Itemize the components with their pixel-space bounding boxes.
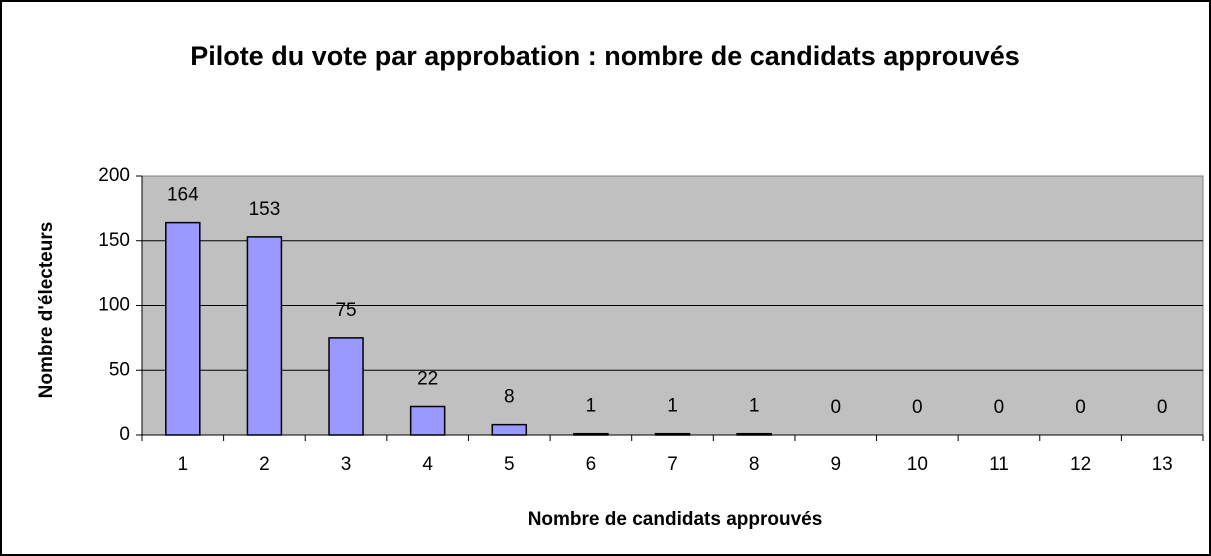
bar: [736, 432, 772, 436]
data-label: 0: [1075, 397, 1086, 418]
x-tick-label: 4: [422, 454, 433, 475]
x-tick-label: 5: [504, 454, 515, 475]
x-tick-label: 8: [749, 454, 760, 475]
x-tick-label: 10: [907, 454, 928, 475]
bar: [409, 405, 446, 436]
data-label: 0: [830, 397, 841, 418]
y-tick-label: 100: [98, 295, 130, 316]
data-label: 164: [167, 185, 199, 206]
data-label: 0: [912, 397, 923, 418]
x-tick-label: 9: [830, 454, 841, 475]
data-label: 0: [1157, 397, 1168, 418]
x-tick-label: 7: [667, 454, 678, 475]
bar: [328, 337, 364, 436]
data-label: 1: [749, 396, 760, 417]
y-tick-label: 0: [119, 424, 130, 445]
data-label: 1: [667, 396, 678, 417]
x-tick-label: 3: [341, 454, 352, 475]
x-tick-label: 13: [1152, 454, 1173, 475]
y-tick-label: 200: [98, 165, 130, 186]
bar: [491, 423, 528, 436]
data-label: 75: [335, 300, 356, 321]
data-label: 0: [994, 397, 1005, 418]
x-tick-label: 6: [586, 454, 597, 475]
x-tick-label: 12: [1070, 454, 1091, 475]
y-tick-label: 150: [98, 230, 130, 251]
data-label: 22: [417, 369, 438, 390]
x-axis-label: Nombre de candidats approuvés: [528, 509, 823, 530]
chart-title: Pilote du vote par approbation : nombre …: [190, 41, 1020, 71]
bar: [654, 432, 691, 436]
data-label: 8: [504, 387, 515, 408]
bar: [573, 432, 609, 436]
bar: [246, 236, 283, 436]
y-axis-label: Nombre d'électeurs: [36, 222, 57, 399]
data-label: 153: [249, 199, 281, 220]
data-label: 1: [586, 396, 597, 417]
bar: [165, 221, 201, 436]
x-tick-label: 1: [178, 454, 189, 475]
x-tick-label: 2: [259, 454, 270, 475]
y-tick-label: 50: [109, 359, 130, 380]
x-tick-label: 11: [989, 454, 1009, 475]
